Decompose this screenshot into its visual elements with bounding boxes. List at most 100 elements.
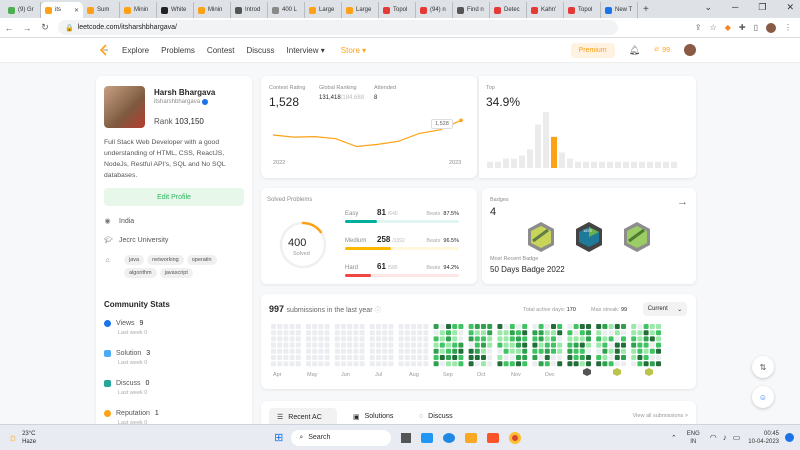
heatmap-cell[interactable] — [643, 330, 649, 336]
heatmap-cell[interactable] — [586, 330, 591, 336]
heatmap-cell[interactable] — [359, 355, 365, 360]
heatmap-cell[interactable] — [295, 342, 301, 348]
heatmap-cell[interactable] — [516, 361, 521, 367]
heatmap-cell[interactable] — [538, 361, 544, 367]
heatmap-cell[interactable] — [481, 324, 486, 329]
heatmap-cell[interactable] — [474, 355, 480, 360]
heatmap-cell[interactable] — [516, 330, 521, 336]
heatmap-cell[interactable] — [404, 348, 410, 354]
heatmap-cell[interactable] — [334, 330, 340, 336]
heatmap-cell[interactable] — [579, 324, 585, 329]
heatmap-cell[interactable] — [474, 330, 480, 336]
heatmap-cell[interactable] — [369, 336, 375, 342]
heatmap-cell[interactable] — [446, 355, 451, 360]
heatmap-cell[interactable] — [586, 336, 591, 342]
heatmap-cell[interactable] — [596, 361, 602, 367]
heatmap-cell[interactable] — [608, 361, 614, 367]
heatmap-cell[interactable] — [404, 330, 410, 336]
heatmap-cell[interactable] — [369, 330, 375, 336]
heatmap-cell[interactable] — [369, 361, 375, 367]
heatmap-cell[interactable] — [398, 324, 404, 329]
heatmap-cell[interactable] — [439, 355, 445, 360]
heatmap-cell[interactable] — [649, 336, 655, 342]
heatmap-cell[interactable] — [369, 355, 375, 360]
heatmap-cell[interactable] — [312, 336, 318, 342]
weather-widget[interactable]: 23°C Haze — [22, 430, 36, 446]
heatmap-cell[interactable] — [637, 348, 643, 354]
heatmap-cell[interactable] — [497, 355, 503, 360]
maximize-icon[interactable]: ❐ — [758, 2, 767, 12]
rating-point[interactable] — [459, 118, 463, 123]
heatmap-cell[interactable] — [347, 355, 353, 360]
heatmap-cell[interactable] — [376, 342, 381, 348]
heatmap-cell[interactable] — [596, 336, 602, 342]
heatmap-cell[interactable] — [503, 336, 509, 342]
browser-tab[interactable]: Sum — [83, 2, 120, 18]
chat-app-icon[interactable] — [421, 432, 434, 443]
heatmap-cell[interactable] — [382, 342, 388, 348]
heatmap-cell[interactable] — [481, 336, 486, 342]
heatmap-cell[interactable] — [614, 342, 620, 348]
heatmap-cell[interactable] — [446, 330, 451, 336]
heatmap-cell[interactable] — [532, 342, 538, 348]
heatmap-cell[interactable] — [602, 324, 608, 329]
heatmap-cell[interactable] — [359, 336, 365, 342]
heatmap-cell[interactable] — [398, 361, 404, 367]
heatmap-cell[interactable] — [631, 324, 637, 329]
heatmap-cell[interactable] — [353, 361, 359, 367]
heatmap-cell[interactable] — [382, 336, 388, 342]
heatmap-cell[interactable] — [573, 324, 579, 329]
heatmap-cell[interactable] — [439, 342, 445, 348]
window-list-icon[interactable]: ⌄ — [704, 2, 712, 12]
heatmap-cell[interactable] — [474, 336, 480, 342]
heatmap-cell[interactable] — [532, 330, 538, 336]
heatmap-cell[interactable] — [411, 342, 416, 348]
heatmap-cell[interactable] — [544, 330, 550, 336]
heatmap-cell[interactable] — [573, 330, 579, 336]
heatmap-cell[interactable] — [532, 355, 538, 360]
heatmap-cell[interactable] — [388, 324, 394, 329]
heatmap-cell[interactable] — [318, 342, 324, 348]
heatmap-cell[interactable] — [458, 355, 464, 360]
heatmap-cell[interactable] — [388, 361, 394, 367]
heatmap-cell[interactable] — [353, 324, 359, 329]
heatmap-cell[interactable] — [334, 355, 340, 360]
volume-icon[interactable]: ♪ — [722, 433, 727, 442]
notification-badge[interactable] — [785, 433, 794, 442]
heatmap-cell[interactable] — [596, 355, 602, 360]
heatmap-cell[interactable] — [318, 348, 324, 354]
browser-tab[interactable]: Introd — [231, 2, 268, 18]
heatmap-cell[interactable] — [369, 342, 375, 348]
heatmap-cell[interactable] — [567, 361, 573, 367]
heatmap-cell[interactable] — [614, 361, 620, 367]
heatmap-cell[interactable] — [306, 355, 311, 360]
user-avatar[interactable] — [684, 44, 696, 56]
browser-tab[interactable]: Kahn' — [527, 2, 564, 18]
heatmap-cell[interactable] — [649, 342, 655, 348]
heatmap-cell[interactable] — [503, 355, 509, 360]
heatmap-cell[interactable] — [295, 361, 301, 367]
heatmap-cell[interactable] — [452, 330, 458, 336]
skill-tag[interactable]: networking — [147, 255, 184, 265]
heatmap-cell[interactable] — [452, 355, 458, 360]
heatmap-cell[interactable] — [573, 348, 579, 354]
task-view-icon[interactable] — [401, 432, 412, 443]
heatmap-cell[interactable] — [487, 336, 493, 342]
heatmap-cell[interactable] — [567, 336, 573, 342]
heatmap-cell[interactable] — [295, 330, 301, 336]
heatmap-cell[interactable] — [318, 355, 324, 360]
heatmap-cell[interactable] — [503, 330, 509, 336]
heatmap-cell[interactable] — [376, 330, 381, 336]
edit-profile-button[interactable]: Edit Profile — [104, 188, 244, 206]
browser-menu-icon[interactable]: ⋮ — [784, 23, 792, 32]
heatmap-cell[interactable] — [573, 355, 579, 360]
heatmap-cell[interactable] — [608, 342, 614, 348]
heatmap-cell[interactable] — [341, 348, 346, 354]
heatmap-cell[interactable] — [347, 336, 353, 342]
heatmap-cell[interactable] — [458, 342, 464, 348]
browser-tab[interactable]: New T — [601, 2, 638, 18]
heatmap-cell[interactable] — [312, 342, 318, 348]
heatmap-cell[interactable] — [656, 324, 661, 329]
heatmap-cell[interactable] — [452, 342, 458, 348]
heatmap-cell[interactable] — [516, 336, 521, 342]
